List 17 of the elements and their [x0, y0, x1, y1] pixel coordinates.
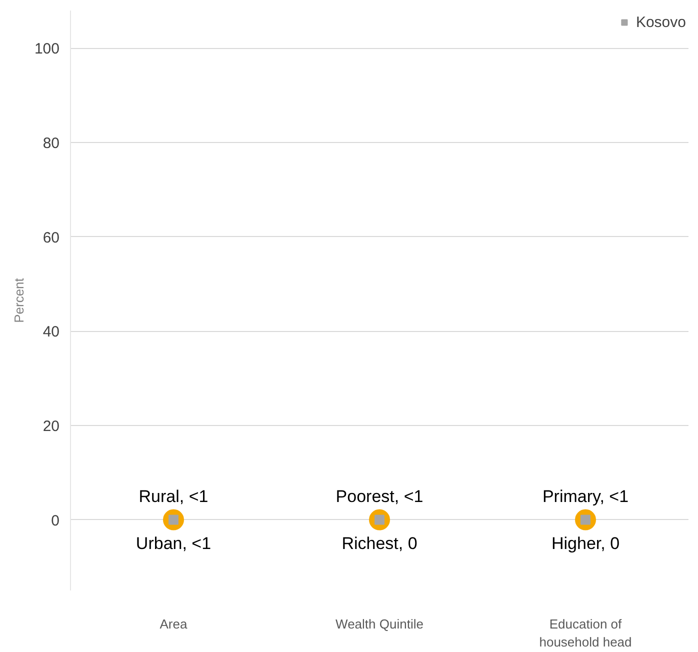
annotation: Richest, 0: [342, 534, 418, 553]
annotation: Urban, <1: [136, 534, 212, 553]
y-tick-label: 100: [34, 40, 60, 58]
y-tick-label: 40: [42, 324, 60, 341]
data-label: Primary, <1: [542, 486, 629, 506]
annotation: Higher, 0: [551, 534, 620, 553]
y-tick-label: 20: [42, 418, 60, 435]
y-tick-label: 0: [51, 512, 60, 530]
x-tick-label: Education of household head: [539, 616, 632, 650]
data-label: Poorest, <1: [336, 486, 424, 506]
x-tick-label: Area: [160, 616, 188, 632]
y-axis-title: Percent: [11, 278, 26, 323]
legend-label: Kosovo: [636, 14, 686, 30]
y-tick-label: 60: [42, 229, 60, 246]
data-label: Rural, <1: [138, 486, 208, 506]
x-tick-label: Wealth Quintile: [336, 616, 424, 632]
y-tick-label: 80: [42, 135, 60, 152]
